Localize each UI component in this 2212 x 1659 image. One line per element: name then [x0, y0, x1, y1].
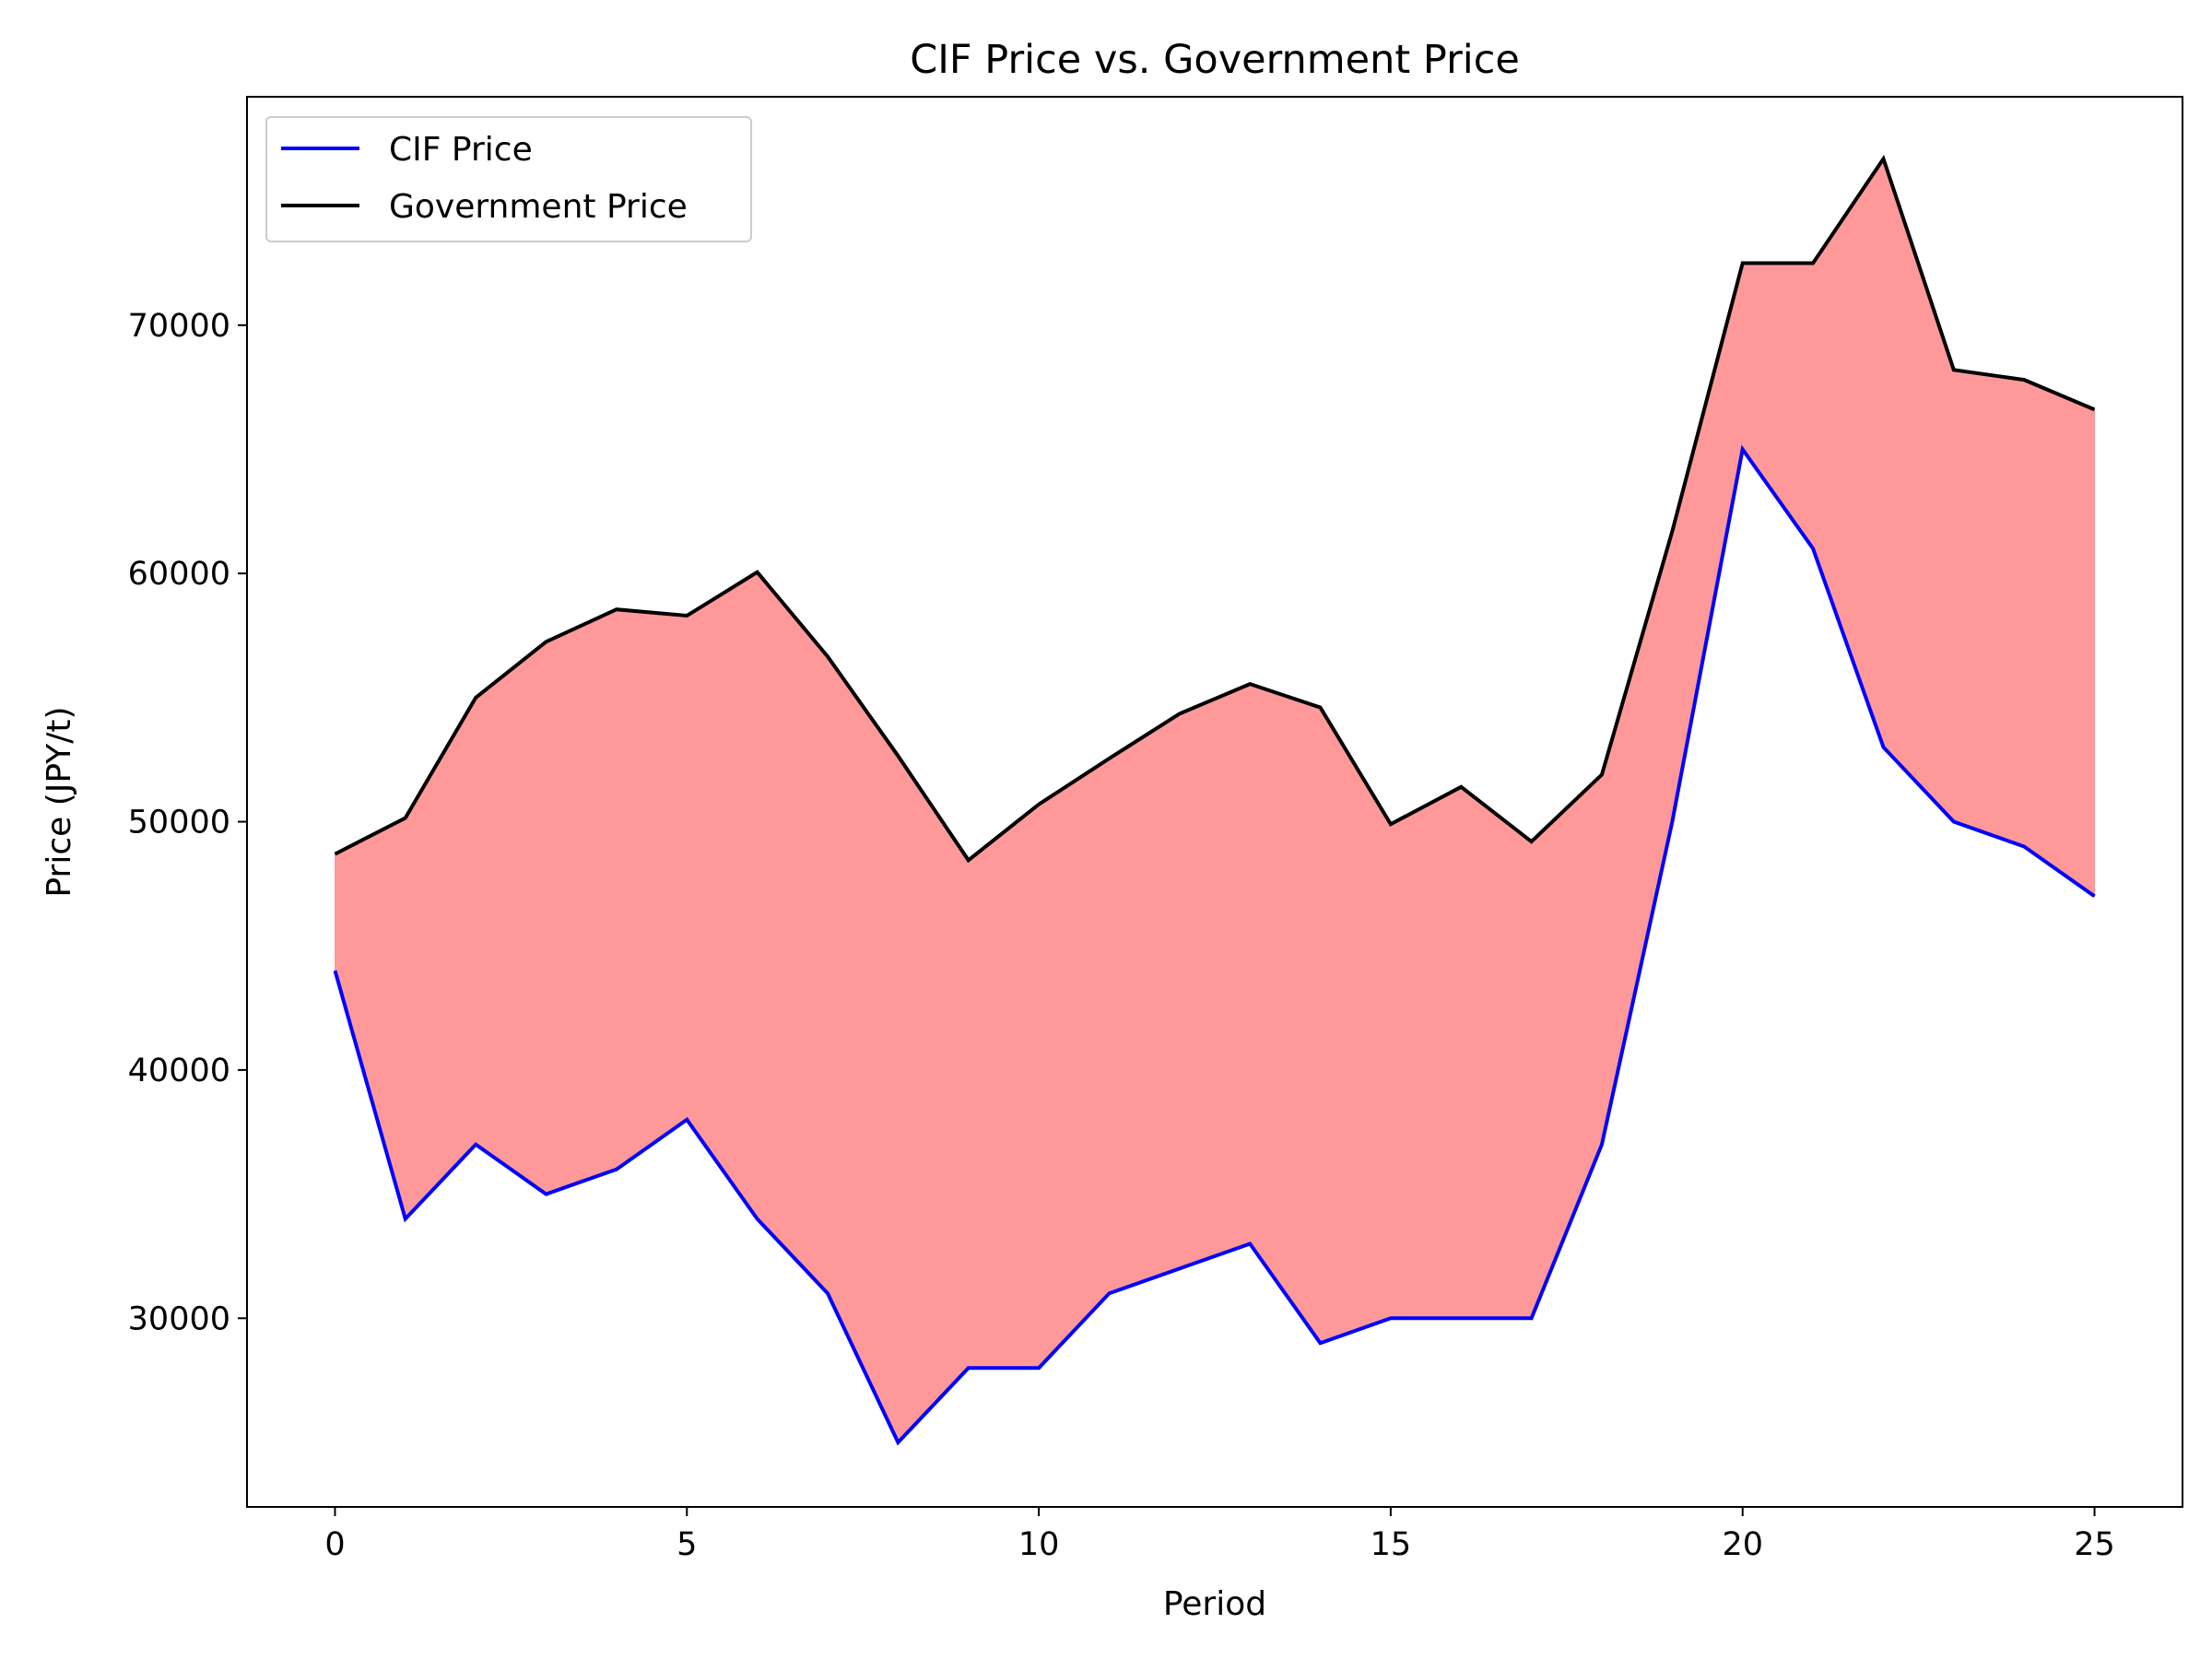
y-tick-label: 70000: [128, 308, 230, 345]
x-tick-label: 5: [677, 1526, 697, 1563]
series-lines-group: [333, 154, 2096, 1446]
x-axis: 0 5 10 15 20 25: [324, 1507, 2115, 1563]
x-tick-label: 15: [1371, 1526, 1412, 1563]
x-tick-label: 0: [324, 1526, 345, 1563]
legend-label-government-price: Government Price: [389, 188, 688, 226]
legend-box: [265, 116, 752, 242]
x-tick-label: 10: [1018, 1526, 1060, 1563]
chart-title: CIF Price vs. Government Price: [910, 37, 1520, 83]
x-axis-title: Period: [1163, 1585, 1266, 1623]
y-tick-label: 40000: [128, 1053, 230, 1089]
legend-label-cif-price: CIF Price: [389, 131, 533, 169]
y-tick-label: 30000: [128, 1300, 230, 1337]
legend: CIF Price Government Price: [265, 116, 752, 242]
y-tick-label: 60000: [128, 556, 230, 593]
y-tick-label: 50000: [128, 805, 230, 841]
x-tick-label: 20: [1722, 1526, 1763, 1563]
y-axis: 30000 40000 50000 60000 70000: [128, 308, 247, 1337]
x-tick-label: 25: [2074, 1526, 2115, 1563]
y-axis-title: Price (JPY/t): [41, 706, 78, 897]
series-line-cif-price: [333, 444, 2096, 1446]
axes-frame: [246, 96, 2183, 1508]
series-line-government-price: [334, 154, 2096, 864]
